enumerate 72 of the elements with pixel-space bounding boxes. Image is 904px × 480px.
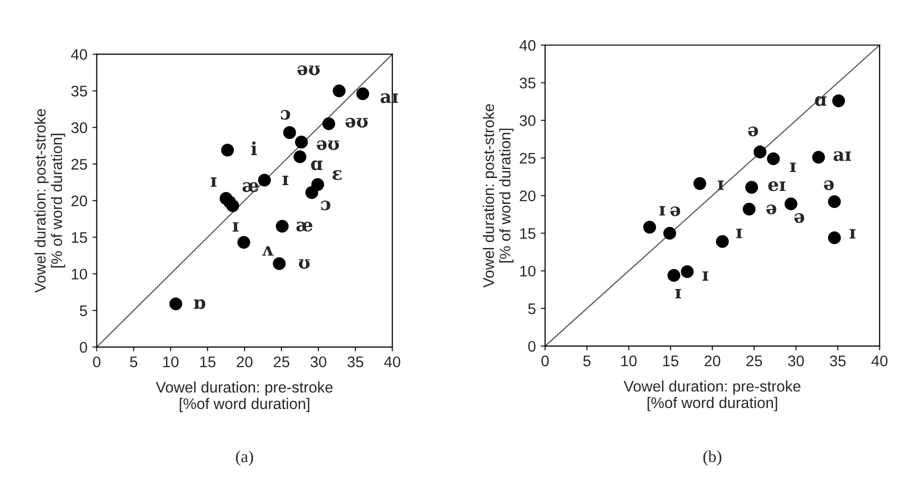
y-axis-title: Vowel duration: post-stroke [% of word duration] (482, 104, 514, 288)
annotation: ə (766, 204, 776, 214)
annotation: ə (748, 126, 758, 136)
y-tick-label: 5 (528, 303, 536, 314)
y-tick-label: 10 (520, 266, 536, 277)
y-tick-label: 35 (520, 78, 536, 88)
x-axis-title: Vowel duration: pre-stroke [%of word duration] (156, 381, 333, 412)
x-tick-label: 15 (663, 356, 678, 366)
x-tick-label: 25 (274, 356, 290, 368)
annotation: əʊ (345, 118, 368, 128)
annotation: ɪ (850, 229, 856, 239)
y-tick-label: 25 (71, 158, 88, 170)
x-tick-label: 15 (200, 356, 216, 368)
annotation: ɪ (790, 162, 796, 172)
annotation: ɪ (718, 180, 724, 190)
annotation: ɪ (736, 228, 742, 238)
x-tick-label: 30 (310, 356, 326, 368)
annotation: eɪ (768, 181, 786, 192)
annotation: ʊ (298, 259, 310, 269)
annotation: ɪ (675, 289, 682, 298)
y-tick-label: 20 (520, 190, 536, 202)
annotation: ə (670, 206, 680, 216)
y-tick-label: 5 (80, 305, 88, 316)
annotation: ʌ (262, 246, 274, 256)
annotation: æ (296, 222, 312, 232)
annotation: ɪ (210, 177, 217, 187)
x-tick-label: 0 (93, 356, 100, 368)
annotation: ɪ (659, 206, 666, 216)
annotation: ɑ (311, 160, 323, 170)
y-tick-label: 30 (71, 122, 88, 134)
annotation: əʊ (316, 140, 339, 150)
y-tick-label: 15 (72, 232, 88, 243)
annotation: ɪ (232, 222, 238, 232)
x-tick-label: 5 (130, 356, 138, 368)
x-tick-label: 20 (236, 356, 252, 368)
y-tick-label: 40 (71, 49, 88, 60)
annotation: ɪ (282, 176, 288, 186)
x-tick-label: 40 (384, 356, 400, 368)
text: (a) (236, 450, 254, 466)
x-tick-label: 10 (621, 356, 637, 366)
y-tick-label: 15 (520, 228, 536, 239)
y-tick-label: 30 (520, 115, 536, 126)
annotation: ɪ (702, 271, 708, 281)
x-tick-label: 5 (583, 356, 591, 366)
y-tick-label: 25 (520, 152, 536, 164)
x-axis-title: Vowel duration: pre-stroke [%of word duration] (624, 380, 800, 412)
annotation: ɒ (194, 299, 206, 310)
y-tick-label: 0 (80, 342, 88, 353)
annotation: ə (794, 213, 804, 224)
x-tick-label: 35 (347, 356, 364, 368)
annotation: ɔ (320, 200, 330, 210)
x-tick-label: 40 (871, 356, 888, 366)
x-tick-label: 35 (830, 356, 846, 366)
x-tick-label: 20 (704, 356, 720, 366)
annotation: ə (824, 180, 834, 190)
x-tick-label: 25 (746, 356, 762, 366)
y-tick-label: 20 (71, 196, 88, 206)
y-tick-label: 0 (528, 340, 536, 352)
y-tick-label: 35 (71, 86, 88, 97)
annotation: ɔ (280, 110, 290, 120)
y-tick-label: 10 (72, 268, 88, 280)
annotation: æ (242, 182, 259, 192)
x-tick-label: 30 (788, 356, 804, 366)
annotation: aɪ (834, 151, 851, 162)
y-axis-title: Vowel duration: post-stroke [% of word duration] (34, 109, 66, 293)
annotation: ɛ (332, 170, 342, 180)
y-tick-label: 40 (519, 40, 536, 51)
text: (b) (703, 450, 722, 466)
annotation: əʊ (297, 65, 320, 76)
x-tick-label: 0 (541, 356, 549, 366)
x-tick-label: 10 (163, 356, 179, 368)
annotation: i (251, 141, 257, 156)
